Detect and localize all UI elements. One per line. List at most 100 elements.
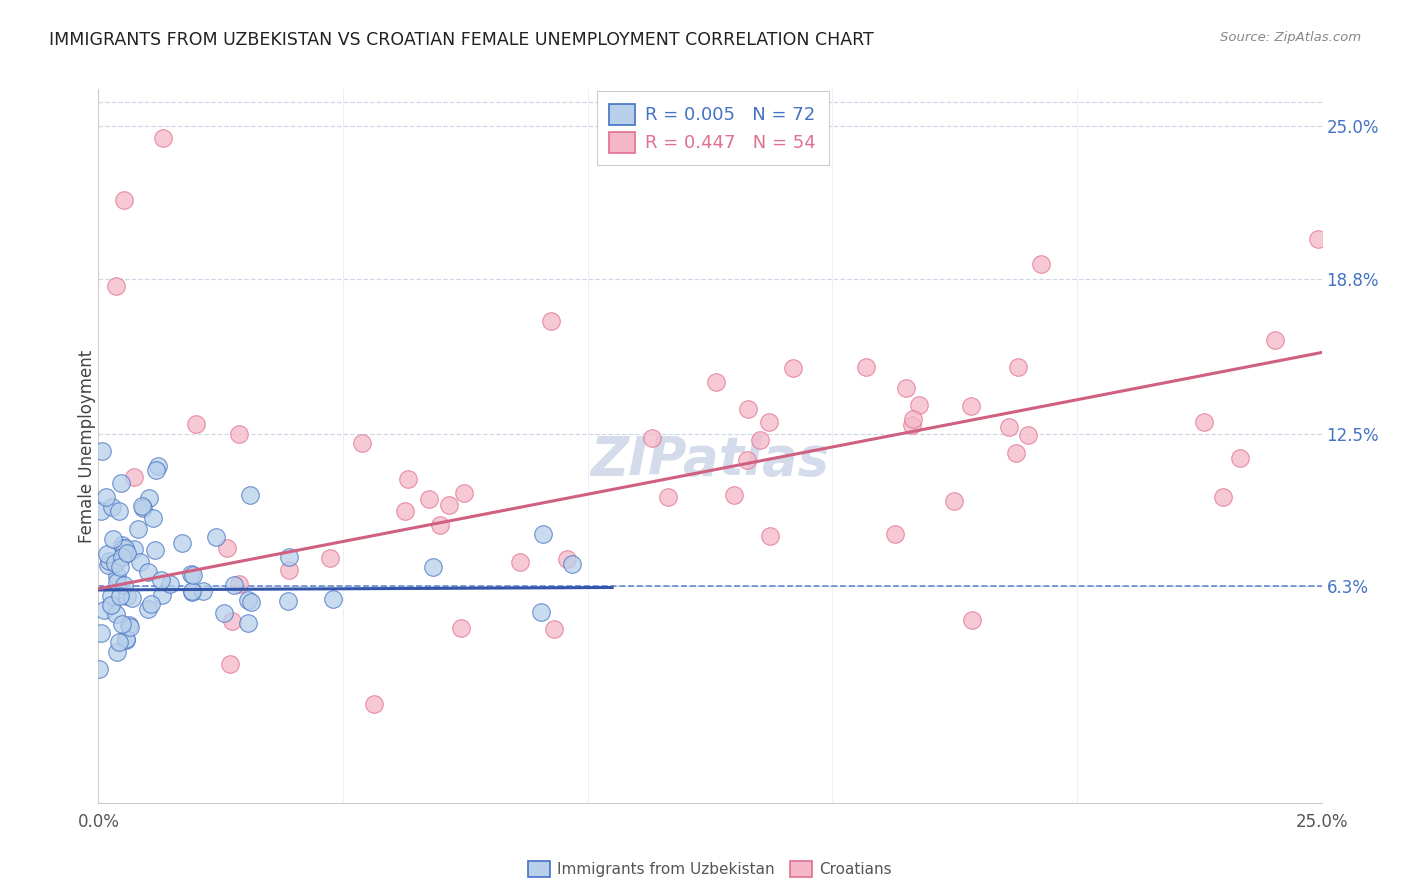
Point	[543, 622, 565, 636]
Point	[1017, 428, 1039, 442]
Point	[236, 615, 259, 630]
Point	[704, 375, 727, 389]
Point	[112, 578, 135, 592]
Point	[117, 589, 139, 603]
Point	[97, 558, 120, 572]
Point	[530, 605, 553, 619]
Point	[228, 577, 250, 591]
Point	[150, 588, 173, 602]
Point	[758, 529, 780, 543]
Point	[214, 606, 236, 620]
Point	[884, 526, 907, 541]
Point	[224, 578, 246, 592]
Point	[540, 314, 562, 328]
Point	[100, 598, 122, 612]
Point	[641, 432, 664, 446]
Point	[215, 541, 238, 555]
Point	[240, 595, 263, 609]
Point	[903, 412, 925, 426]
Point	[110, 475, 132, 490]
Point	[1306, 232, 1329, 246]
Point	[394, 504, 416, 518]
Point	[159, 577, 181, 591]
Point	[901, 418, 924, 433]
Point	[118, 618, 141, 632]
Point	[90, 444, 112, 458]
Point	[101, 532, 124, 546]
Point	[998, 420, 1021, 434]
Point	[896, 381, 918, 395]
Point	[277, 564, 299, 578]
Y-axis label: Female Unemployment: Female Unemployment	[79, 350, 96, 542]
Text: ZIPatlas: ZIPatlas	[591, 434, 830, 486]
Point	[219, 657, 242, 672]
Point	[131, 499, 153, 513]
Point	[782, 361, 804, 376]
Point	[108, 635, 131, 649]
Point	[114, 632, 136, 647]
Point	[221, 614, 243, 628]
Point	[439, 498, 461, 512]
Point	[93, 603, 115, 617]
Point	[108, 559, 131, 574]
Point	[105, 574, 128, 589]
Point	[181, 584, 204, 599]
Point	[181, 584, 204, 599]
Point	[657, 490, 679, 504]
Point	[228, 426, 250, 441]
Point	[129, 555, 152, 569]
Legend: Immigrants from Uzbekistan, Croatians: Immigrants from Uzbekistan, Croatians	[520, 854, 900, 885]
Point	[758, 415, 780, 429]
Point	[97, 554, 120, 568]
Point	[104, 556, 127, 570]
Point	[111, 550, 134, 565]
Point	[561, 557, 583, 571]
Point	[181, 568, 204, 582]
Point	[124, 542, 146, 557]
Point	[105, 569, 128, 583]
Point	[1264, 334, 1286, 348]
Point	[278, 550, 301, 565]
Point	[114, 633, 136, 648]
Point	[143, 543, 166, 558]
Point	[960, 613, 983, 627]
Point	[100, 500, 122, 515]
Point	[142, 510, 165, 524]
Point	[112, 193, 135, 207]
Point	[145, 463, 167, 477]
Point	[100, 589, 122, 603]
Point	[960, 399, 983, 413]
Point	[737, 401, 759, 416]
Point	[1229, 450, 1251, 465]
Point	[132, 500, 155, 515]
Point	[90, 503, 112, 517]
Point	[422, 560, 444, 574]
Point	[555, 552, 578, 566]
Point	[363, 698, 385, 712]
Point	[114, 541, 136, 555]
Point	[855, 360, 877, 375]
Point	[108, 589, 131, 603]
Point	[105, 279, 128, 293]
Point	[352, 435, 374, 450]
Point	[1192, 415, 1215, 429]
Point	[238, 488, 260, 502]
Point	[108, 504, 131, 518]
Point	[149, 573, 172, 587]
Point	[396, 472, 419, 486]
Point	[322, 592, 344, 607]
Point	[138, 491, 160, 505]
Point	[118, 620, 141, 634]
Point	[96, 547, 118, 561]
Point	[1007, 360, 1029, 375]
Point	[737, 453, 759, 467]
Point	[748, 433, 770, 447]
Point	[136, 602, 159, 616]
Point	[105, 645, 128, 659]
Point	[418, 491, 440, 506]
Point	[141, 597, 163, 611]
Point	[429, 518, 451, 533]
Text: IMMIGRANTS FROM UZBEKISTAN VS CROATIAN FEMALE UNEMPLOYMENT CORRELATION CHART: IMMIGRANTS FROM UZBEKISTAN VS CROATIAN F…	[49, 31, 875, 49]
Point	[136, 566, 159, 580]
Point	[146, 458, 169, 473]
